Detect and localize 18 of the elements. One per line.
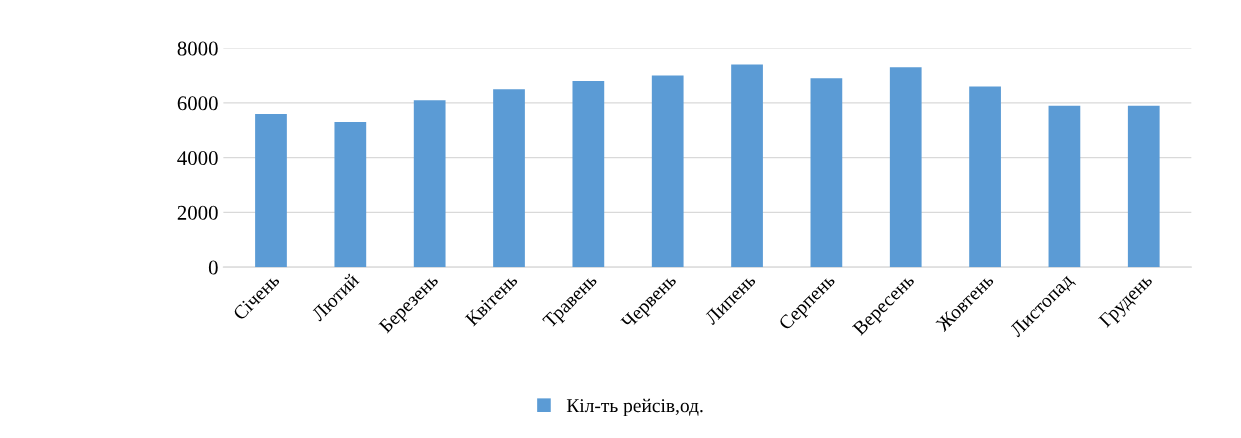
- bar: [1127, 105, 1160, 268]
- bar: [572, 81, 605, 268]
- bar: [255, 113, 287, 268]
- y-tick-label: 6000: [177, 96, 218, 111]
- y-tick-label: 2000: [177, 205, 218, 220]
- bar: [493, 89, 525, 268]
- y-tick-label: 0: [208, 260, 218, 275]
- bar: [810, 78, 843, 268]
- bar: [1048, 105, 1081, 268]
- bar: [969, 86, 1001, 268]
- bar: [731, 64, 763, 268]
- y-tick-label: 4000: [177, 151, 218, 166]
- bar: [334, 122, 367, 268]
- y-tick-label: 8000: [177, 41, 218, 56]
- bar: [651, 75, 684, 268]
- legend-label: Кіл-ть рейсів,од.: [566, 398, 703, 417]
- bar: [413, 100, 446, 268]
- bar: [889, 67, 922, 268]
